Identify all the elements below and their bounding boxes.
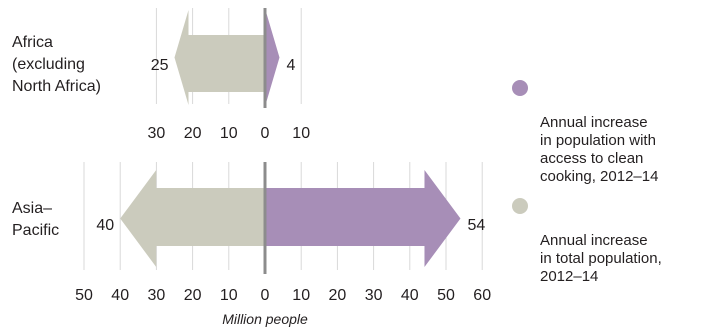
panel-2-bar-clean-cooking [265,170,461,267]
panel-2-bar-total-population [120,170,265,267]
legend-item-total-population: Annual increase in total population, 201… [512,196,662,286]
legend-label-clean-cooking: Annual increase in population with acces… [540,114,659,185]
legend: Annual increase in population with acces… [512,78,662,296]
panel-1-bar-total-population [174,10,265,105]
panel-2-tick-label-9: 30 [365,287,383,304]
panel-2-tick-label-6: 0 [261,287,270,304]
panel-2-tick-label-10: 40 [401,287,419,304]
panel-1-tick-label-2: 20 [184,125,202,142]
panel-1-value-total-population: 25 [151,57,169,74]
panel-1-tick-label-1: 30 [148,125,166,142]
legend-label-total-population: Annual increase in total population, 201… [540,232,662,285]
panel-1-value-clean-cooking: 4 [286,57,295,74]
panel-1-tick-label-4: 0 [261,125,270,142]
legend-swatch-total-population [512,198,528,214]
panel-2-tick-label-1: 50 [75,287,93,304]
legend-item-clean-cooking: Annual increase in population with acces… [512,78,662,186]
region-label-asia-pacific: Asia– Pacific [12,200,60,239]
x-axis-title: Million people [222,311,308,327]
panel-2-tick-label-3: 30 [148,287,166,304]
panel-1-bar-clean-cooking [265,10,280,105]
panel-2-tick-label-11: 50 [437,287,455,304]
panel-2-tick-label-2: 40 [111,287,129,304]
legend-swatch-clean-cooking [512,80,528,96]
panel-2-value-clean-cooking: 54 [467,217,485,234]
region-label-africa: Africa (excluding North Africa) [12,34,101,95]
panel-2-tick-label-8: 20 [329,287,347,304]
panel-2-value-total-population: 40 [96,217,114,234]
panel-2-tick-label-12: 60 [473,287,491,304]
panel-1-tick-label-3: 10 [220,125,238,142]
panel-2-tick-label-7: 10 [292,287,310,304]
panel-2-tick-label-5: 10 [220,287,238,304]
panel-1-tick-label-5: 10 [292,125,310,142]
panel-2-tick-label-4: 20 [184,287,202,304]
